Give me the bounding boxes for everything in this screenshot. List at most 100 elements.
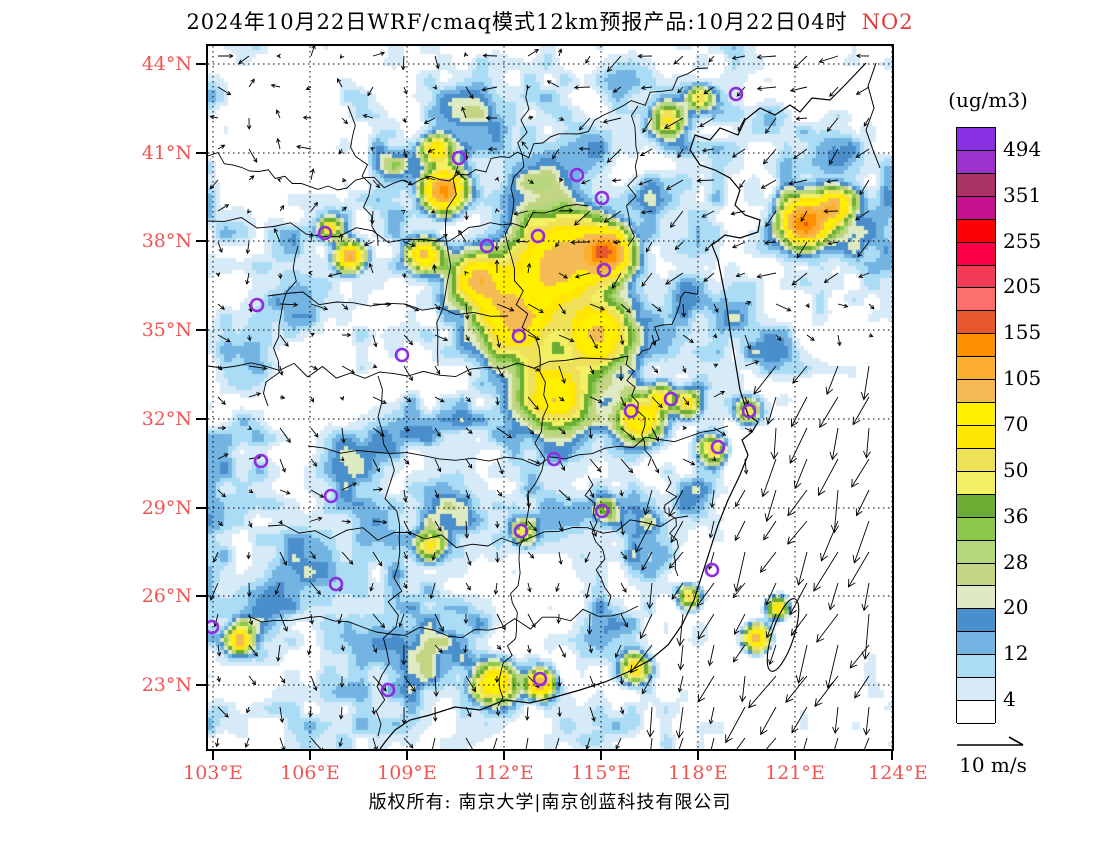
wind-arrow — [620, 396, 626, 407]
province-boundary-line — [457, 133, 579, 176]
wind-arrow — [434, 55, 440, 70]
wind-arrow — [494, 241, 500, 251]
wind-arrow — [852, 396, 870, 426]
wind-arrow — [305, 85, 312, 90]
wind-arrow — [765, 737, 777, 749]
wind-arrow — [370, 147, 375, 152]
wind-arrow — [862, 706, 871, 736]
colorbar-cell — [957, 357, 995, 381]
wind-arrow — [663, 117, 684, 129]
colorbar-tick-label: 105 — [1003, 366, 1042, 391]
wind-arrow — [619, 675, 624, 686]
wind-arrow — [639, 613, 653, 640]
colorbar-cell — [957, 334, 995, 358]
wind-arrow — [789, 427, 808, 464]
province-boundary-line — [407, 355, 629, 378]
wind-arrow — [217, 334, 231, 343]
wind-arrow — [494, 176, 499, 182]
wind-arrow — [362, 113, 374, 119]
wind-arrow — [826, 117, 839, 132]
wind-arrow — [848, 551, 870, 588]
wind-arrow — [795, 116, 808, 121]
wind-arrow — [372, 551, 383, 567]
wind-arrow — [464, 303, 470, 320]
wind-arrow — [710, 737, 715, 749]
city-marker — [532, 671, 548, 687]
colorbar-tick-label: 20 — [1003, 595, 1029, 620]
wind-arrow — [339, 675, 345, 688]
wind-arrow — [736, 737, 746, 749]
wind-arrow — [400, 55, 406, 71]
wind-arrow — [372, 613, 386, 629]
wind-arrow — [341, 117, 349, 125]
wind-arrow — [615, 737, 622, 749]
wind-arrow — [248, 613, 254, 626]
wind-arrow — [558, 272, 569, 279]
wind-arrow — [828, 582, 839, 611]
wind-arrow — [573, 210, 591, 226]
wind-arrow — [637, 53, 653, 59]
wind-arrow — [764, 489, 777, 523]
province-boundary-line — [487, 515, 689, 547]
wind-arrow — [372, 334, 378, 348]
wind-arrow — [860, 365, 870, 401]
wind-arrow — [806, 334, 815, 341]
city-marker — [663, 391, 679, 407]
city-marker — [380, 682, 396, 698]
wind-arrow — [651, 427, 660, 442]
wind-arrow — [527, 303, 544, 313]
wind-arrow — [759, 551, 777, 573]
wind-arrow — [739, 675, 747, 703]
wind-arrow — [678, 737, 684, 749]
wind-arrow — [372, 519, 388, 525]
wind-arrow — [731, 148, 746, 158]
wind-arrow — [589, 458, 602, 473]
wind-arrow — [641, 551, 653, 571]
wind-arrow — [602, 117, 622, 124]
wind-arrow — [279, 334, 289, 347]
wind-arrow — [588, 427, 594, 440]
wind-arrow — [401, 706, 407, 725]
wind-arrow — [651, 365, 659, 374]
wind-arrow — [526, 262, 532, 274]
wind-arrow — [589, 303, 606, 311]
wind-arrow — [639, 148, 653, 157]
wind-arrow — [496, 334, 502, 349]
colorbar-unit-label: (ug/m3) — [948, 88, 1028, 112]
wind-arrow — [732, 582, 746, 599]
wind-arrow — [651, 396, 663, 409]
wind-arrow — [463, 644, 468, 654]
wind-arrow — [640, 85, 653, 91]
wind-arrow — [372, 51, 386, 57]
wind-arrow — [791, 706, 808, 734]
colorbar — [956, 127, 996, 724]
wind-arrow — [427, 148, 436, 153]
wind-arrow — [310, 516, 323, 522]
lat-tick-mark — [196, 595, 207, 597]
city-marker — [479, 238, 495, 254]
wind-arrow — [527, 334, 541, 341]
wind-arrow — [713, 303, 719, 313]
wind-arrow — [217, 396, 226, 405]
wind-arrow — [818, 55, 839, 64]
wind-arrow — [279, 427, 291, 444]
wind-arrow — [403, 86, 408, 95]
wind-arrow — [854, 675, 870, 699]
wind-arrow — [209, 114, 219, 120]
province-boundary-line — [263, 245, 299, 407]
wind-arrow — [217, 453, 229, 460]
wind-arrow — [363, 241, 374, 247]
wind-arrow — [795, 644, 808, 684]
province-boundary-line — [377, 375, 401, 567]
wind-arrow — [367, 86, 374, 97]
lat-tick-label: 26°N — [141, 585, 192, 607]
wind-arrow — [403, 148, 408, 159]
wind-arrow — [485, 115, 498, 121]
wind-arrow — [339, 233, 344, 243]
wind-arrow — [496, 427, 513, 439]
wind-arrow — [434, 644, 443, 654]
colorbar-cell — [957, 632, 995, 656]
wind-arrow — [368, 262, 374, 274]
wind-scale-legend: 10 m/s — [938, 733, 1048, 777]
colorbar-cell — [957, 403, 995, 426]
